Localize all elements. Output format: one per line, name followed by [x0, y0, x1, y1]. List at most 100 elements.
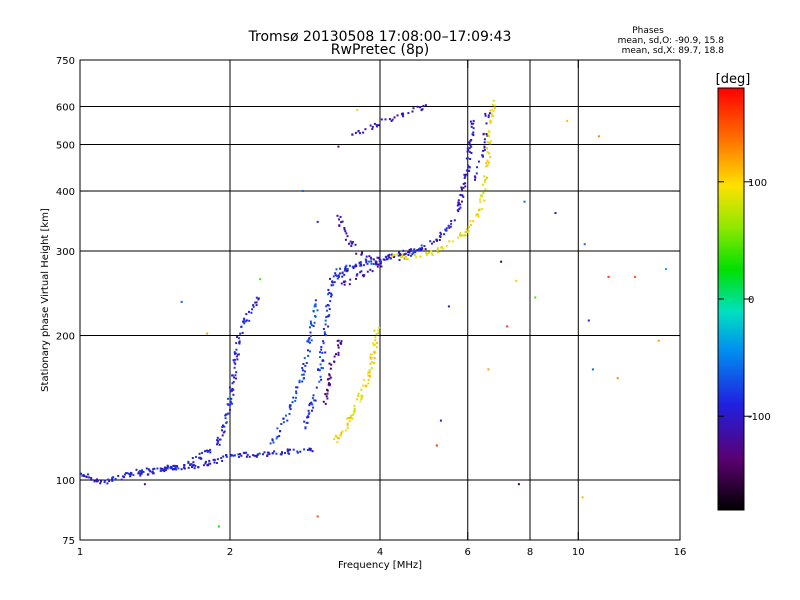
echo-point: [470, 122, 473, 125]
echo-point: [146, 473, 149, 476]
echo-point: [456, 236, 459, 239]
echo-point: [461, 188, 463, 191]
echo-point: [324, 402, 327, 405]
echo-point: [354, 131, 357, 134]
echo-point: [280, 453, 283, 456]
echo-point: [303, 420, 306, 423]
echo-point: [366, 270, 369, 273]
echo-point: [373, 357, 376, 359]
echo-point: [122, 475, 124, 478]
echo-point: [285, 414, 287, 417]
echo-point: [96, 480, 99, 483]
echo-point: [483, 181, 486, 184]
colorbar-ticks: -100 0 100: [718, 178, 771, 423]
echo-point: [415, 256, 418, 259]
echo-point: [437, 251, 439, 254]
echo-point: [348, 417, 350, 419]
x-tick-label: 16: [674, 547, 687, 558]
echo-point: [345, 232, 348, 235]
stray-point: [435, 444, 438, 447]
echo-point: [238, 340, 241, 343]
echo-point: [388, 118, 391, 121]
echo-point: [225, 413, 228, 416]
echo-point: [289, 408, 292, 411]
echo-point: [368, 369, 371, 372]
echo-point: [482, 149, 485, 152]
echo-point: [369, 357, 372, 360]
echo-point: [318, 369, 321, 372]
echo-point: [464, 182, 467, 185]
echo-point: [117, 474, 120, 477]
echo-point: [291, 401, 294, 404]
echo-point: [485, 133, 488, 135]
echo-point: [310, 322, 312, 325]
x-axis-label: Frequency [MHz]: [338, 560, 422, 571]
echo-point: [378, 256, 381, 259]
echo-point: [234, 352, 236, 355]
stray-point: [523, 200, 526, 203]
echo-point: [472, 127, 475, 130]
echo-point: [282, 421, 285, 424]
echo-point: [311, 409, 313, 412]
echo-point: [263, 451, 266, 454]
echo-point: [463, 177, 466, 179]
echo-point: [238, 337, 241, 340]
echo-point: [370, 361, 373, 363]
echo-point: [307, 339, 310, 342]
echo-point: [308, 402, 311, 405]
echo-point: [192, 464, 195, 466]
echo-point: [445, 229, 448, 232]
echo-point: [352, 410, 355, 413]
echo-point: [470, 125, 473, 128]
echo-point: [349, 240, 352, 243]
echo-point: [139, 469, 142, 472]
echo-point: [487, 114, 490, 117]
echo-point: [311, 403, 314, 406]
echo-point: [488, 112, 491, 115]
echo-point: [357, 392, 360, 395]
echo-point: [351, 241, 354, 243]
stray-point: [566, 119, 569, 122]
echo-point: [368, 255, 371, 258]
echo-point: [222, 455, 225, 458]
echo-point: [245, 451, 248, 454]
echo-point: [330, 293, 333, 296]
echo-point: [325, 316, 328, 319]
echo-point: [107, 478, 110, 481]
echo-point: [459, 206, 462, 209]
echo-point: [309, 350, 311, 353]
echo-point: [432, 240, 435, 243]
echo-point: [365, 259, 368, 262]
echo-point: [236, 358, 239, 361]
echo-point: [369, 268, 372, 271]
echo-point: [339, 215, 342, 218]
echo-point: [366, 262, 369, 265]
echo-point: [442, 247, 445, 250]
echo-point: [164, 467, 167, 470]
echo-point: [467, 149, 470, 152]
echo-point: [372, 263, 375, 265]
echo-point: [326, 378, 329, 381]
echo-point: [359, 400, 362, 403]
echo-point: [235, 342, 238, 345]
echo-point: [252, 454, 255, 457]
echo-point: [469, 220, 472, 223]
echo-point: [477, 160, 480, 163]
echo-point: [398, 251, 400, 254]
echo-point: [404, 257, 407, 260]
echo-point: [151, 470, 154, 473]
echo-point: [204, 460, 207, 463]
echo-point: [399, 254, 401, 257]
echo-point: [163, 470, 166, 473]
echo-point: [174, 467, 177, 470]
echo-point: [248, 455, 251, 458]
echo-point: [233, 376, 235, 379]
echo-point: [488, 152, 491, 155]
echo-point: [359, 132, 361, 135]
echo-point: [228, 386, 231, 389]
echo-point: [443, 233, 446, 236]
echo-point: [255, 296, 258, 299]
echo-point: [372, 342, 374, 345]
echo-point: [370, 367, 373, 370]
echo-point: [242, 320, 245, 323]
